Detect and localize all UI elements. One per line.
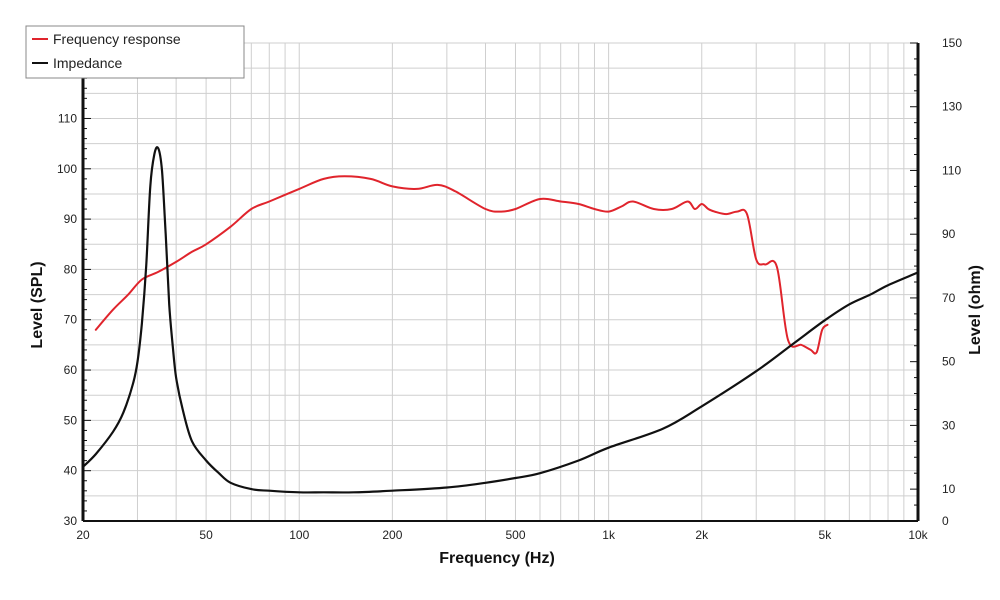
x-tick-label: 20: [76, 528, 90, 542]
x-tick-label: 50: [199, 528, 213, 542]
x-axis-title: Frequency (Hz): [439, 550, 555, 567]
series-line-frequency-response: [94, 175, 829, 355]
legend: Frequency response Impedance: [25, 25, 245, 79]
x-tick-label: 1k: [602, 528, 616, 542]
y2-tick-label: 10: [942, 482, 956, 496]
x-tick-label: 10k: [908, 528, 928, 542]
y-tick-label: 80: [64, 262, 78, 276]
y-tick-label: 50: [64, 413, 78, 427]
y-tick-label: 70: [64, 313, 78, 327]
series-line-impedance: [81, 146, 920, 494]
y2-tick-label: 70: [942, 291, 956, 305]
x-tick-label: 100: [289, 528, 309, 542]
y-tick-label: 100: [57, 162, 77, 176]
x-tick-label: 5k: [819, 528, 833, 542]
x-tick-label: 200: [382, 528, 402, 542]
grid: [82, 42, 919, 522]
legend-label-frequency-response: Frequency response: [53, 31, 181, 47]
y2-tick-label: 150: [942, 36, 962, 50]
y-tick-label: 90: [64, 212, 78, 226]
legend-label-impedance: Impedance: [53, 55, 122, 71]
y-tick-label: 60: [64, 363, 78, 377]
y-axis-title: Level (SPL): [29, 261, 46, 348]
legend-box: [25, 25, 245, 79]
y-tick-label: 30: [64, 514, 78, 528]
x-tick-label: 2k: [695, 528, 709, 542]
y2-tick-label: 0: [942, 514, 949, 528]
y2-tick-label: 30: [942, 418, 956, 432]
y2-tick-label: 90: [942, 227, 956, 241]
y2-tick-label: 50: [942, 355, 956, 369]
y2-axis-title: Level (ohm): [967, 265, 984, 355]
x-tick-label: 500: [505, 528, 525, 542]
y-tick-label: 110: [58, 111, 77, 125]
y-tick-label: 40: [64, 464, 78, 478]
axes: [81, 42, 920, 522]
y2-tick-label: 130: [942, 100, 962, 114]
y2-tick-label: 110: [942, 163, 961, 177]
series-layer: [81, 146, 920, 494]
